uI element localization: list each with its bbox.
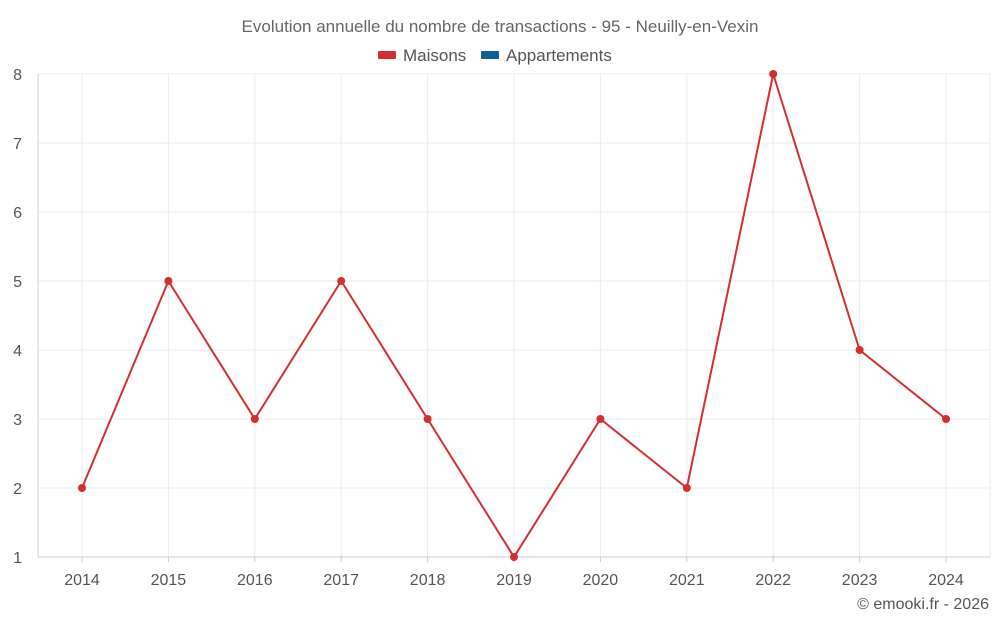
x-tick-label: 2020: [583, 572, 619, 589]
credit-text: © emooki.fr - 2026: [857, 596, 989, 613]
y-axis-ticks: 1 2 3 4 5 6 7 8: [13, 67, 22, 567]
legend: Maisons Appartements: [378, 46, 612, 65]
data-point[interactable]: [164, 277, 173, 285]
data-point[interactable]: [682, 484, 691, 492]
data-point[interactable]: [942, 415, 950, 423]
x-tick-label: 2015: [151, 572, 187, 589]
data-point[interactable]: [423, 415, 432, 423]
x-tick-label: 2014: [64, 572, 100, 589]
y-tick-label: 5: [13, 274, 22, 291]
x-tick-label: 2021: [669, 572, 705, 589]
y-tick-label: 6: [13, 205, 22, 222]
y-tick-label: 4: [13, 343, 22, 360]
x-tick-label: 2016: [237, 572, 273, 589]
chart-title: Evolution annuelle du nombre de transact…: [242, 17, 759, 36]
y-tick-label: 7: [13, 136, 22, 153]
legend-label-maisons[interactable]: Maisons: [403, 46, 466, 65]
x-tick-label: 2024: [928, 572, 964, 589]
grid: [38, 73, 991, 557]
x-tick-label: 2023: [842, 572, 878, 589]
legend-swatch-appartements[interactable]: [481, 51, 499, 59]
series-layer: [78, 70, 950, 561]
x-tick-label: 2022: [755, 572, 791, 589]
y-tick-label: 3: [13, 412, 22, 429]
y-tick-label: 8: [13, 67, 22, 84]
x-tick-label: 2019: [496, 572, 532, 589]
y-tick-label: 1: [13, 550, 22, 567]
data-point[interactable]: [250, 415, 259, 423]
data-point[interactable]: [596, 415, 605, 423]
data-point[interactable]: [769, 70, 778, 78]
x-tick-label: 2017: [323, 572, 359, 589]
legend-swatch-maisons[interactable]: [378, 51, 396, 59]
y-tick-label: 2: [13, 481, 22, 498]
data-point[interactable]: [78, 484, 86, 492]
data-point[interactable]: [337, 277, 346, 285]
legend-label-appartements[interactable]: Appartements: [506, 46, 612, 65]
x-tick-label: 2018: [410, 572, 446, 589]
x-axis-ticks: 2014 2015 2016 2017 2018 2019 2020 2021 2022 2023…: [64, 572, 964, 589]
data-point[interactable]: [510, 553, 518, 561]
data-point[interactable]: [855, 346, 864, 354]
